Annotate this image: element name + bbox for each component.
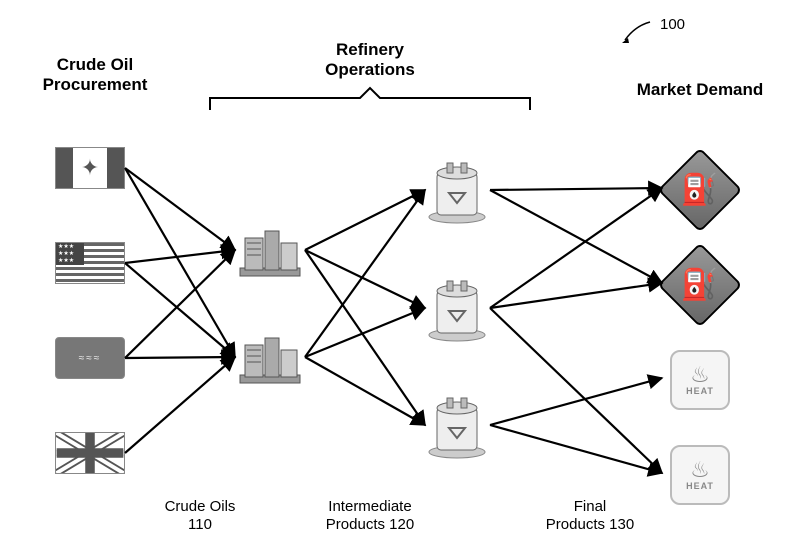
sublabel-intermediate: IntermediateProducts 120: [310, 498, 430, 534]
flag-usa-icon: [55, 242, 125, 284]
storage-tank-icon: [425, 390, 490, 460]
header-demand: Market Demand: [620, 80, 780, 100]
flag-canada-icon: ✦: [55, 147, 125, 189]
sublabel-final: FinalProducts 130: [530, 498, 650, 534]
flag-uk-icon: [55, 432, 125, 474]
refinery-building-icon: [235, 223, 305, 278]
sublabel-crude-oils: Crude Oils110: [145, 498, 255, 534]
heat-icon: ♨HEAT: [670, 350, 730, 410]
storage-tank-icon: [425, 273, 490, 343]
figure-reference: 100: [620, 18, 685, 43]
flag-saudi-icon: ≈≈≈: [55, 337, 125, 379]
header-refinery: RefineryOperations: [305, 40, 435, 81]
fuel-pump-diamond-icon: ⛽: [658, 148, 743, 233]
header-procurement: Crude OilProcurement: [30, 55, 160, 96]
storage-tank-icon: [425, 155, 490, 225]
fuel-pump-diamond-icon: ⛽: [658, 243, 743, 328]
refinery-building-icon: [235, 330, 305, 385]
heat-icon: ♨HEAT: [670, 445, 730, 505]
